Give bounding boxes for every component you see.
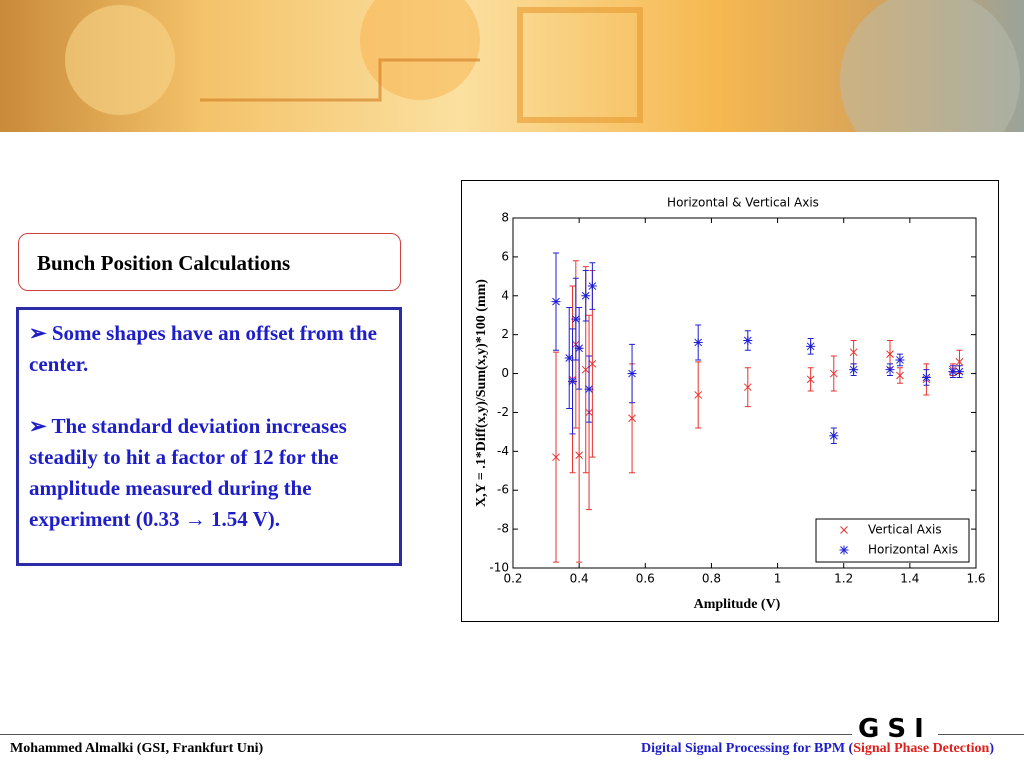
y-tick-label: -2: [497, 405, 509, 419]
footer-left: Mohammed Almalki (GSI, Frankfurt Uni): [10, 741, 264, 756]
bullet-box: ➢ Some shapes have an offset from the ce…: [16, 307, 402, 566]
marker: [829, 431, 839, 441]
x-tick-label: 0.8: [702, 572, 721, 586]
marker: [743, 383, 752, 392]
y-tick-label: -6: [497, 483, 509, 497]
marker: [743, 336, 753, 345]
marker: [588, 359, 597, 368]
footer-right: Digital Signal Processing for BPM (Signa…: [641, 741, 994, 757]
marker: [581, 291, 591, 301]
plot-area: [512, 217, 977, 569]
marker: [571, 314, 581, 324]
marker: [849, 365, 859, 375]
box-title: Bunch Position Calculations: [18, 233, 401, 291]
marker: [948, 367, 958, 377]
y-tick-label: 8: [501, 211, 509, 225]
marker: [895, 355, 905, 365]
legend-box: [815, 518, 970, 563]
marker: [627, 369, 637, 379]
marker: [849, 348, 858, 357]
y-tick-label: 0: [501, 366, 509, 380]
marker: [568, 376, 578, 386]
logo: GSI: [852, 714, 938, 744]
footer-highlight: Signal Phase Detection: [853, 741, 990, 756]
chart-title: Horizontal & Vertical Axis: [667, 196, 819, 210]
x-tick-label: 0.6: [636, 572, 655, 586]
marker: [806, 375, 815, 384]
legend-label: Vertical Axis: [868, 523, 942, 537]
marker: [840, 526, 848, 534]
y-tick-label: -8: [497, 522, 509, 536]
marker: [587, 281, 597, 291]
chart: Horizontal & Vertical Axis Amplitude (V)…: [474, 196, 985, 613]
y-tick-label: 2: [501, 327, 509, 341]
marker: [955, 358, 964, 366]
footer-rule: [0, 734, 1024, 735]
marker: [551, 297, 561, 307]
marker: [693, 337, 703, 347]
chart-frame: Horizontal & Vertical Axis Amplitude (V)…: [461, 180, 999, 622]
marker: [581, 365, 590, 374]
x-tick-label: 1: [774, 572, 782, 586]
x-axis-label: Amplitude (V): [694, 597, 781, 612]
marker: [574, 343, 584, 353]
banner-art: [65, 0, 1020, 132]
marker: [829, 369, 838, 378]
marker: [552, 453, 560, 462]
footer-text: ): [989, 741, 994, 756]
marker: [806, 341, 816, 351]
marker: [839, 545, 849, 555]
y-axis-label: X,Y = .1*Diff(x,y)/Sum(x,y)*100 (mm): [474, 279, 489, 507]
marker: [564, 353, 574, 363]
x-tick-label: 0.2: [503, 572, 522, 586]
y-tick-label: 6: [501, 249, 509, 263]
y-tick-label: 4: [501, 288, 509, 302]
footer-text: Digital Signal Processing for BPM (: [641, 741, 854, 756]
marker: [628, 414, 636, 423]
marker: [954, 367, 964, 377]
marker: [575, 451, 583, 460]
marker: [896, 371, 904, 380]
bullet: ➢ Some shapes have an offset from the ce…: [29, 321, 377, 376]
marker: [584, 384, 594, 394]
marker: [921, 372, 931, 382]
x-tick-label: 1.4: [900, 572, 919, 586]
y-tick-label: -10: [489, 561, 509, 575]
x-tick-label: 0.4: [570, 572, 589, 586]
marker: [885, 365, 895, 375]
marker: [694, 391, 703, 399]
legend-label: Horizontal Axis: [868, 543, 958, 557]
x-tick-label: 1.6: [966, 572, 985, 586]
x-tick-label: 1.2: [834, 572, 853, 586]
bullet: ➢ The standard deviation increases stead…: [29, 414, 347, 531]
y-tick-label: -4: [497, 444, 509, 458]
header-banner: [0, 0, 1024, 132]
marker: [886, 350, 894, 358]
